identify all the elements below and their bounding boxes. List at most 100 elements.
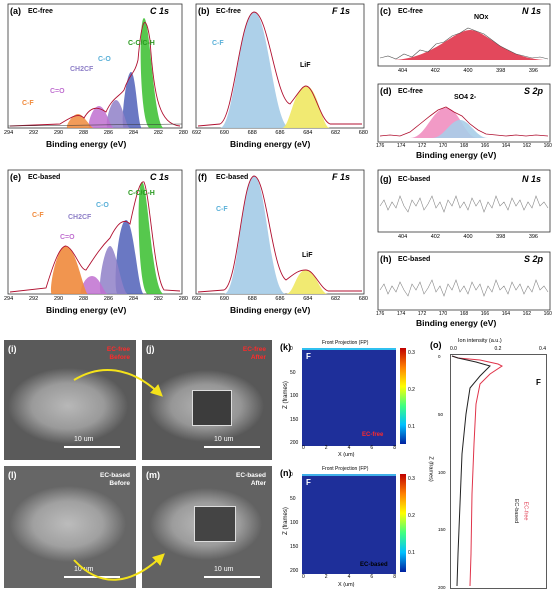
panel-d-s2p-ec-free: (d) EC-free S 2p SO4 2- 176 174 172 170 168 1…	[374, 80, 554, 160]
core-level: C 1s	[150, 172, 170, 182]
core-level: N 1s	[522, 6, 542, 16]
scale-bar	[204, 446, 260, 448]
panel-h-s2p-ec-based: (h) EC-based S 2p 176 174 172 170 168 166 164 1…	[374, 248, 554, 328]
x-ticks: 692 690 688 686 684 682 680	[192, 130, 368, 136]
arrow-icon	[73, 553, 165, 581]
panel-letter: (i)	[8, 344, 17, 354]
x-ticks: 294 292 290 288 286 284 282 280	[4, 130, 188, 136]
panel-title: EC-free	[398, 88, 423, 95]
fib-crater	[192, 390, 232, 426]
panel-title: EC-based	[398, 176, 431, 183]
core-level: F 1s	[332, 172, 351, 182]
x-axis-label: Binding energy (eV)	[46, 139, 127, 149]
arrow-icon	[73, 369, 163, 397]
y-ticks: 0 50 100 150 200	[438, 354, 446, 590]
y-ticks: 0 50 100 150 200	[290, 346, 299, 446]
panel-n-tof-sims-map: (n) Front Projection (FP) F EC-based 0.3…	[278, 466, 424, 594]
panel-letter: (k)	[280, 342, 291, 352]
panel-g-n1s-ec-based: EC-based (g) N 1s 404 402 400 398 396	[374, 166, 554, 244]
fib-crater	[194, 506, 236, 542]
top-axis-label: Ion intensity (a.u.)	[458, 338, 502, 344]
core-level: F 1s	[332, 6, 351, 16]
panel-e-plot	[7, 169, 183, 295]
x-ticks: 692 690 688 686 684 682 680	[192, 296, 368, 302]
scale-label: 10 um	[74, 436, 94, 443]
peak-label: C-O	[98, 56, 111, 63]
x-axis-label: Binding energy (eV)	[46, 305, 127, 315]
x-axis-label: Binding energy (eV)	[416, 150, 497, 160]
peak-label: CH2CF	[68, 214, 92, 221]
x-ticks: 176 174 172 170 168 166 164 162 160	[376, 143, 552, 149]
projection-label: Front Projection (FP)	[322, 340, 369, 346]
x-axis-label: X (um)	[338, 452, 355, 458]
panel-h-plot	[377, 251, 551, 311]
sem-caption: EC-based After	[236, 472, 266, 487]
panel-k-tof-sims-map: (k) Front Projection (FP) F EC-free 0.3 0…	[278, 340, 424, 464]
core-level: N 1s	[522, 174, 542, 184]
x-ticks: 404 402 400 398 396	[398, 68, 538, 74]
intensity-map	[302, 348, 396, 446]
panel-letter: (b)	[198, 6, 210, 16]
sem-image-i: (i) EC-free Before 10 um	[4, 340, 136, 460]
legend-ec-free: EC-free	[522, 501, 529, 521]
peak-label: C-F	[212, 40, 224, 47]
core-level: C 1s	[150, 6, 170, 16]
panel-c-plot	[377, 3, 551, 67]
panel-letter: (j)	[146, 344, 155, 354]
panel-b-f1s-ec-free: (b) EC-free F 1s C-F LiF 692 690 688 686 684…	[190, 0, 370, 160]
y-axis-label: Z (frames)	[282, 381, 289, 409]
y-axis-label: Z (frames)	[427, 456, 434, 482]
scale-label: 10 um	[214, 436, 234, 443]
projection-label: Front Projection (FP)	[322, 466, 369, 472]
peak-label: C-C/C-H	[128, 40, 155, 47]
legend-ec-based: EC-based	[513, 498, 520, 524]
panel-b-plot	[195, 3, 365, 129]
transition-arrows	[73, 369, 165, 581]
colorbar-ticks: 0.3 0.2 0.1	[408, 350, 415, 430]
element-label: F	[306, 478, 311, 487]
peak-label: NOx	[474, 14, 489, 21]
sem-image-l: (l) EC-based Before 10 um	[4, 466, 136, 588]
panel-letter: (d)	[380, 86, 392, 96]
panel-a-c1s-ec-free: (a) EC-free C 1s C-F C=O CH2CF C-O C-C/C…	[0, 0, 188, 160]
panel-g-plot	[377, 169, 551, 233]
core-level: S 2p	[524, 86, 544, 96]
x-axis-label: Binding energy (eV)	[416, 318, 497, 328]
y-ticks: 0 50 100 150 200	[290, 472, 299, 574]
x-axis-label: Binding energy (eV)	[230, 305, 311, 315]
scale-label: 10 um	[214, 566, 234, 573]
x-ticks: 404 402 400 398 396	[398, 234, 538, 240]
color-bar	[400, 474, 406, 572]
panel-letter: (g)	[380, 174, 392, 184]
peak-label: C-F	[216, 206, 228, 213]
sem-caption: EC-free Before	[106, 346, 130, 361]
panel-letter: (o)	[430, 340, 442, 350]
intensity-map	[302, 474, 396, 574]
colorbar-ticks: 0.3 0.2 0.1	[408, 476, 415, 556]
peak-label: C=O	[50, 88, 65, 95]
panel-f-plot	[195, 169, 365, 295]
peak-label: C-O	[96, 202, 109, 209]
panel-letter: (l)	[8, 470, 17, 480]
x-axis-label: Binding energy (eV)	[230, 139, 311, 149]
panel-o-depth-profile: (o) Ion intensity (a.u.) 0.0 0.2 0.4 F 0 50…	[428, 338, 552, 594]
x-ticks: 176 174 172 170 168 166 164 162 160	[376, 311, 552, 317]
legend-label: EC-based	[360, 562, 388, 568]
core-level: S 2p	[524, 254, 544, 264]
peak-label: LiF	[300, 62, 311, 69]
panel-a-plot	[7, 3, 183, 129]
panel-title: EC-based	[28, 174, 61, 181]
peak-label: C-F	[22, 100, 34, 107]
sem-caption: EC-free After	[242, 346, 266, 361]
panel-c-n1s-ec-free: (c) EC-free N 1s NOx 404 402 400 398 396	[374, 0, 554, 78]
panel-title: EC-based	[216, 174, 249, 181]
scale-bar	[64, 576, 120, 578]
peak-label: C-F	[32, 212, 44, 219]
depth-profile-plot	[450, 354, 547, 589]
panel-letter: (c)	[380, 6, 391, 16]
panel-e-c1s-ec-based: (e) EC-based C 1s C-F C=O CH2CF C-O C-C/…	[0, 166, 188, 326]
panel-letter: (m)	[146, 470, 160, 480]
panel-title: EC-free	[398, 8, 423, 15]
